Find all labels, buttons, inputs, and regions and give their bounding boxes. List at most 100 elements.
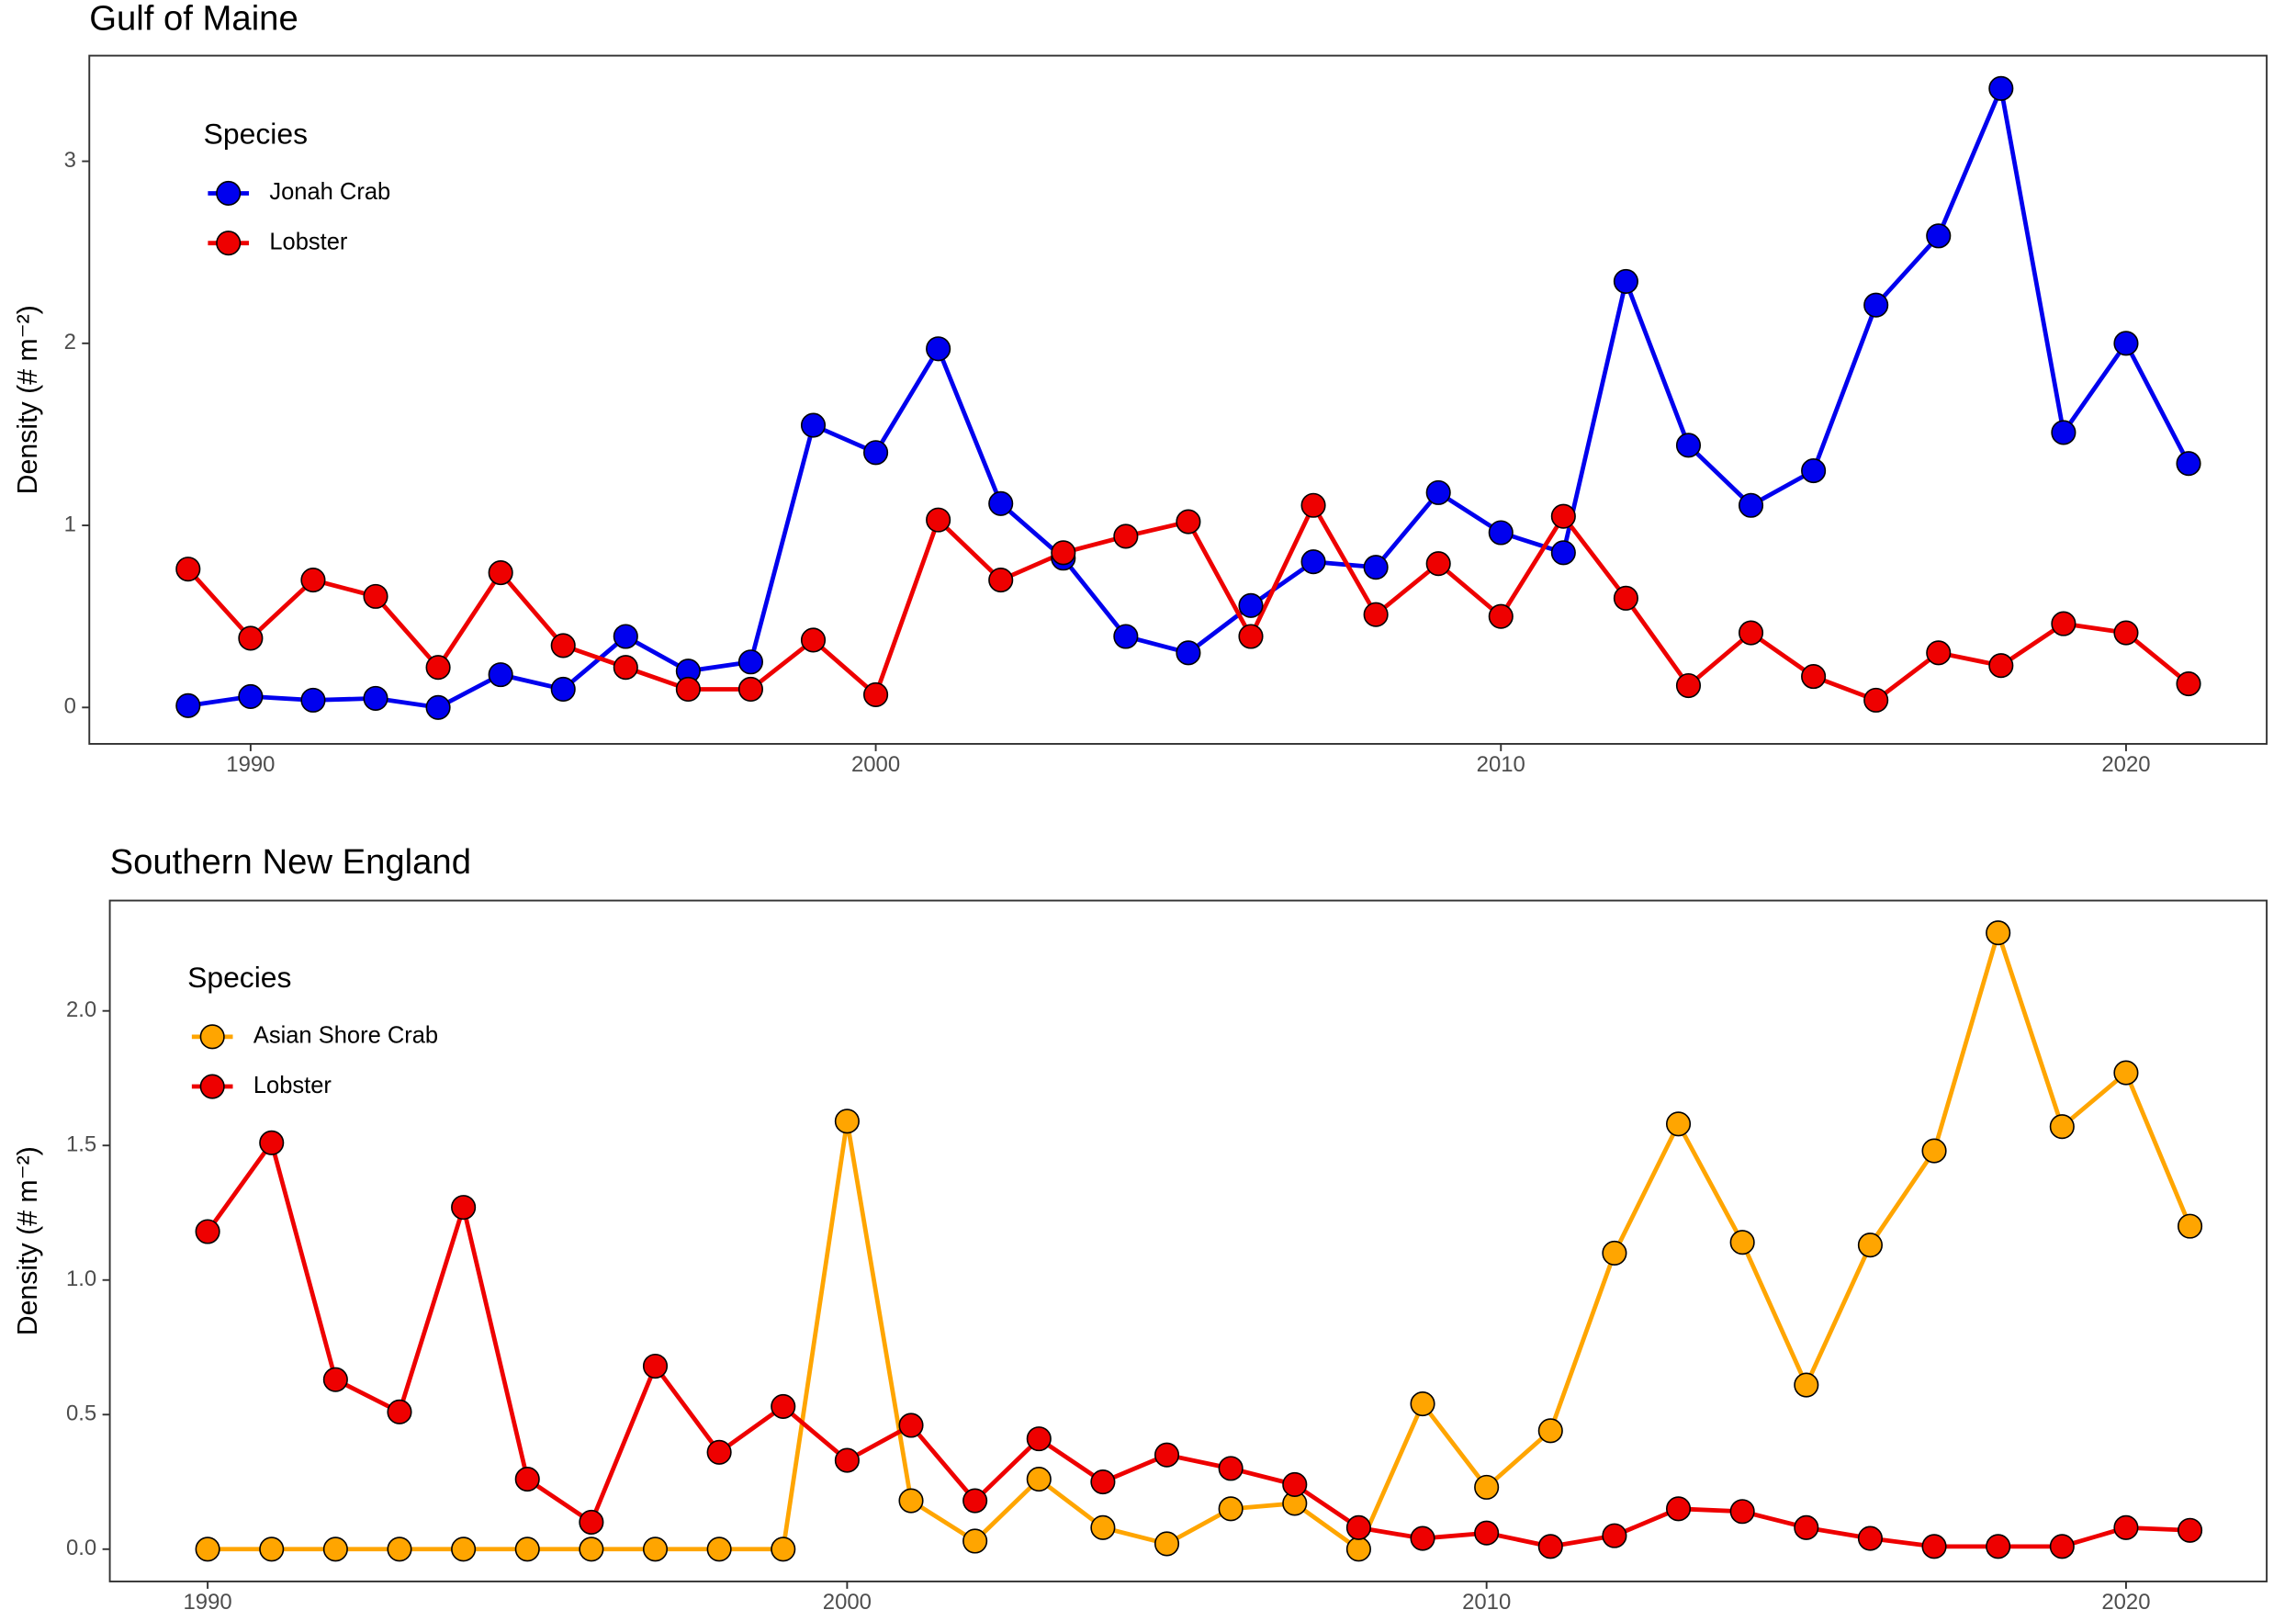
data-point <box>1218 1456 1244 1481</box>
data-point <box>1238 592 1264 618</box>
data-point <box>451 1537 477 1562</box>
data-point <box>387 1399 412 1424</box>
data-point <box>1154 1531 1180 1557</box>
data-point <box>1474 1474 1500 1500</box>
series-line <box>206 1140 2190 1549</box>
x-tick-label: 2000 <box>851 752 900 777</box>
data-point <box>363 583 388 609</box>
data-point <box>642 1353 669 1379</box>
data-point <box>514 1537 540 1562</box>
data-point <box>175 557 201 582</box>
legend-label: Lobster <box>253 1073 332 1098</box>
data-point <box>300 567 326 593</box>
data-point <box>363 685 388 711</box>
data-point <box>863 681 889 707</box>
data-point <box>2049 1114 2075 1140</box>
data-point <box>1801 664 1827 690</box>
y-axis-label: Density (# m⁻²) <box>13 305 43 494</box>
data-point <box>771 1393 796 1420</box>
data-point <box>1026 1426 1052 1452</box>
data-point <box>1665 1111 1692 1137</box>
x-tick-label: 2020 <box>2101 752 2150 777</box>
x-tick-label: 1990 <box>184 1590 232 1615</box>
data-point <box>898 1488 924 1514</box>
data-point <box>322 1537 348 1562</box>
y-tick-label: 0.5 <box>66 1401 96 1426</box>
data-point <box>1238 624 1264 649</box>
data-point <box>425 655 451 681</box>
data-point <box>834 1109 860 1134</box>
panel-border <box>108 899 2268 1582</box>
data-point <box>2049 1534 2075 1559</box>
legend-label: Lobster <box>269 229 348 254</box>
data-point <box>1729 1499 1755 1525</box>
data-point <box>1986 920 2011 946</box>
legend-label: Jonah Crab <box>269 179 390 205</box>
data-point <box>1113 523 1139 549</box>
legend-label: Asian Shore Crab <box>253 1023 438 1049</box>
data-point <box>1474 1520 1500 1546</box>
data-point <box>1363 602 1389 627</box>
data-point <box>2113 331 2139 356</box>
data-point <box>2178 1213 2203 1239</box>
data-point <box>1665 1496 1692 1522</box>
y-tick-label: 1 <box>64 512 76 536</box>
data-point <box>1729 1230 1755 1255</box>
data-point <box>1675 672 1702 699</box>
data-point <box>425 694 451 720</box>
data-point <box>1801 458 1827 484</box>
y-tick-label: 0.0 <box>66 1536 96 1560</box>
data-point <box>175 692 201 718</box>
data-point <box>1154 1442 1180 1468</box>
data-point <box>1176 640 1201 666</box>
chart-title: Gulf of Maine <box>89 0 298 38</box>
data-point <box>988 490 1014 516</box>
data-point <box>2176 670 2201 697</box>
data-point <box>238 683 264 709</box>
data-point <box>1988 653 2014 679</box>
data-point <box>579 1509 604 1536</box>
data-point <box>1363 555 1389 580</box>
data-point <box>1425 479 1451 505</box>
data-point <box>259 1130 285 1155</box>
data-point <box>322 1367 348 1392</box>
data-point <box>988 567 1014 593</box>
data-point <box>1090 1514 1116 1540</box>
data-point <box>1425 551 1451 577</box>
y-tick-label: 3 <box>64 148 76 173</box>
data-point <box>1090 1469 1116 1495</box>
data-point <box>550 633 576 659</box>
legend-key-point <box>199 1074 225 1099</box>
data-point <box>1602 1523 1627 1548</box>
data-point <box>706 1439 732 1465</box>
data-point <box>259 1537 285 1562</box>
data-point <box>1794 1372 1819 1398</box>
x-tick-label: 2000 <box>823 1590 872 1615</box>
data-point <box>962 1528 988 1554</box>
x-tick-label: 2010 <box>1477 752 1525 777</box>
panel-border <box>88 54 2268 745</box>
data-point <box>706 1537 732 1562</box>
data-point <box>1300 549 1326 575</box>
x-tick-label: 2020 <box>2101 1590 2150 1615</box>
data-point <box>834 1447 860 1473</box>
y-tick-label: 0 <box>64 694 76 719</box>
data-point <box>1537 1418 1563 1444</box>
data-point <box>1857 1233 1883 1258</box>
data-point <box>1738 492 1764 518</box>
data-point <box>1282 1471 1308 1498</box>
data-point <box>737 649 763 675</box>
data-point <box>962 1488 988 1514</box>
data-point <box>1926 640 1952 666</box>
data-point <box>613 655 638 681</box>
data-point <box>2113 1514 2139 1540</box>
data-point <box>926 507 951 533</box>
data-point <box>1613 585 1638 611</box>
data-point <box>2051 420 2077 445</box>
legend-key-point <box>216 231 242 256</box>
data-point <box>1986 1534 2011 1559</box>
data-point <box>1988 75 2014 101</box>
data-point <box>642 1537 669 1562</box>
x-tick-label: 2010 <box>1462 1590 1511 1615</box>
